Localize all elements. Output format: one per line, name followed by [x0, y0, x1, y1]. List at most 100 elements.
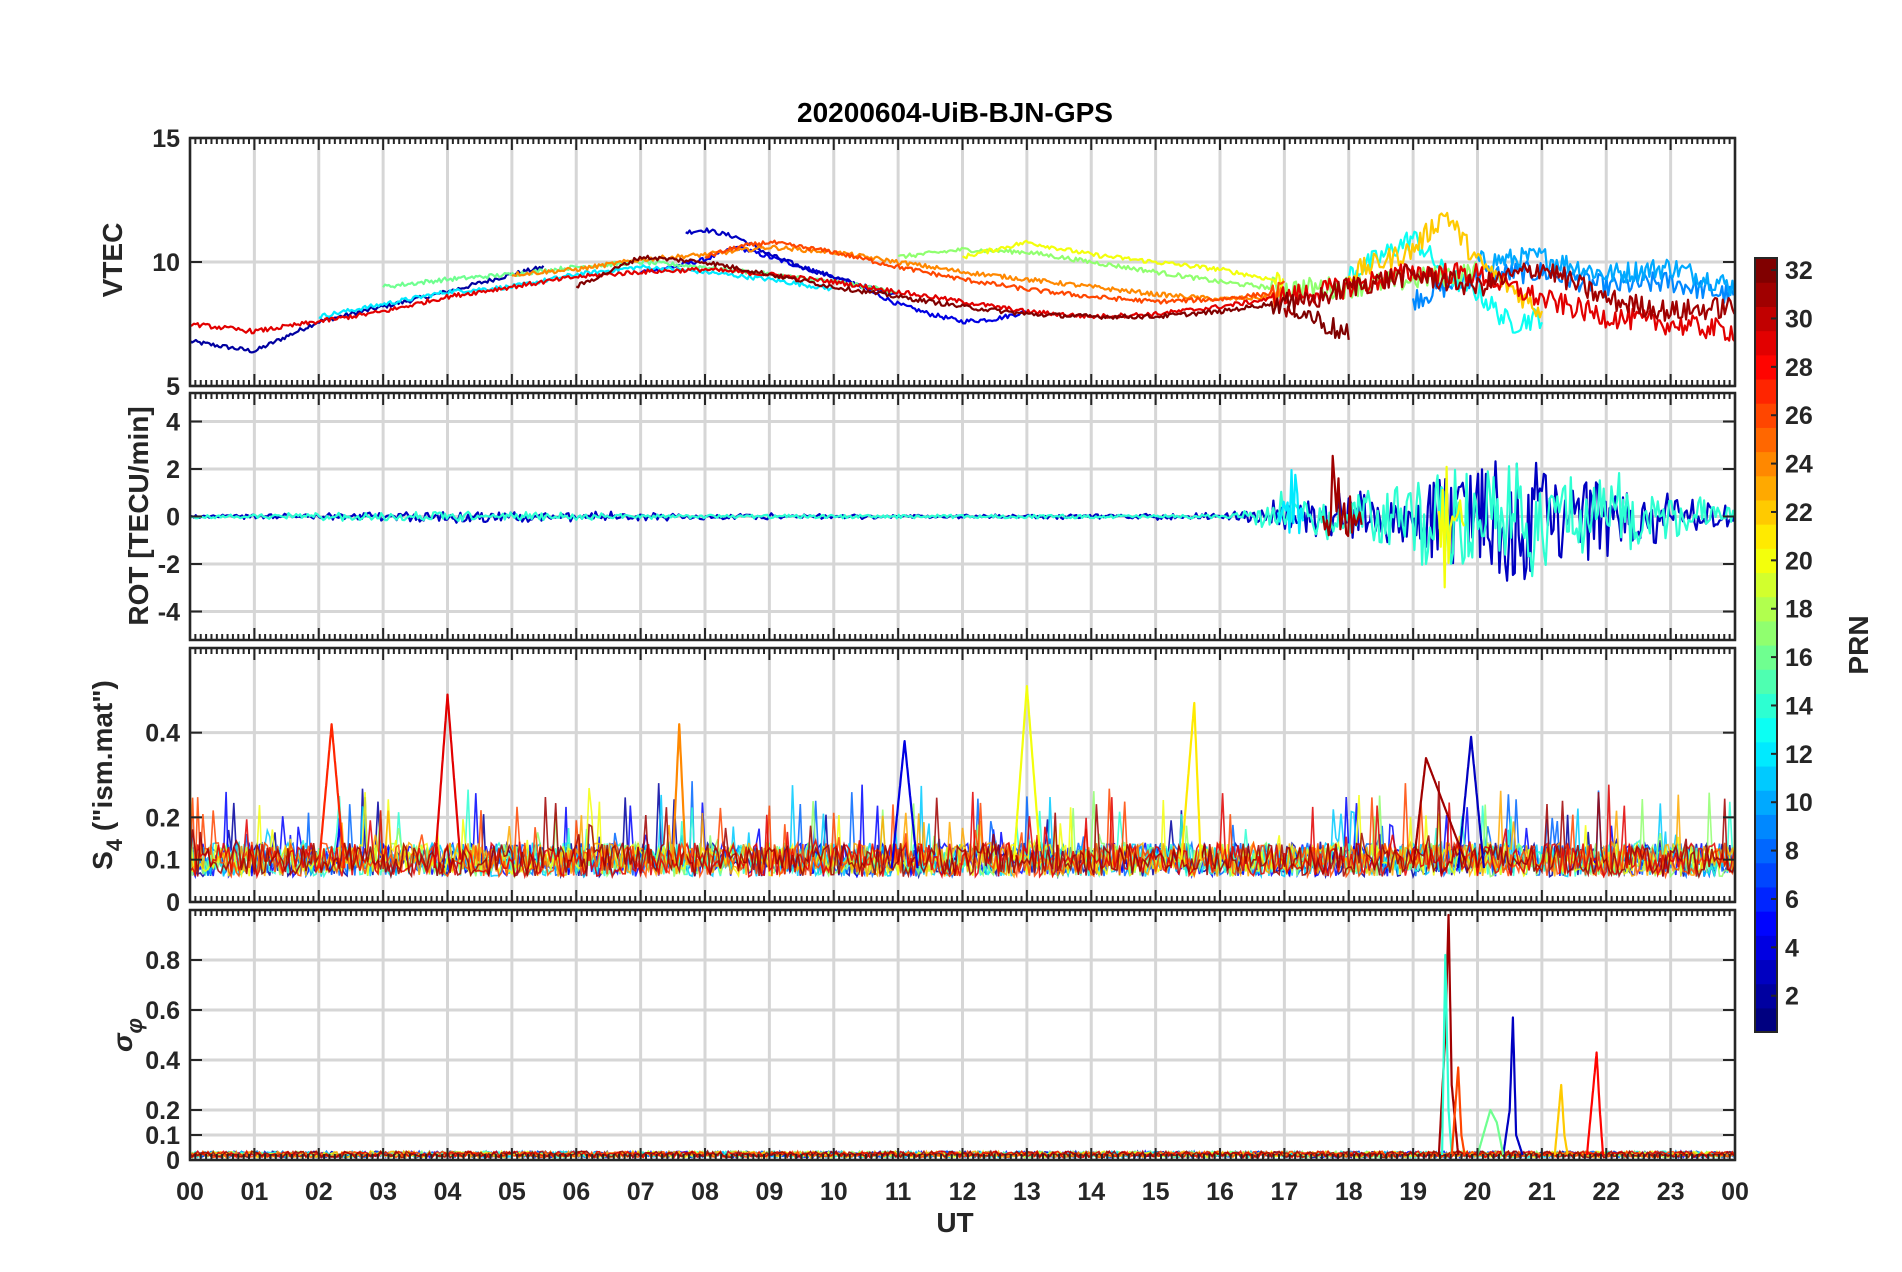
- series-line-prn-20: [1012, 685, 1041, 860]
- series-line-prn-26: [1450, 1066, 1466, 1156]
- colorbar-tick-label: 16: [1785, 644, 1813, 672]
- x-tick-label: 00: [176, 1178, 204, 1206]
- panel-rot: -4 -2 0 2 4 ROT [TECU/min]: [123, 391, 1737, 642]
- colorbar-swatch: [1755, 1007, 1777, 1033]
- colorbar-tick-label: 32: [1785, 257, 1813, 285]
- colorbar-swatch: [1755, 378, 1777, 404]
- series-line-prn-31: [1412, 757, 1466, 869]
- colorbar-swatch: [1755, 693, 1777, 719]
- series-line-prn-29: [433, 693, 462, 869]
- x-tick-label: 18: [1335, 1178, 1363, 1206]
- series-line-prn-32: [575, 254, 1350, 341]
- colorbar-tick-label: 2: [1785, 983, 1799, 1011]
- colorbar-swatch: [1755, 306, 1777, 332]
- y-tick-label: 0.2: [145, 804, 180, 832]
- x-tick-label: 07: [627, 1178, 655, 1206]
- colorbar-swatch: [1755, 548, 1777, 574]
- colorbar-swatch: [1755, 935, 1777, 961]
- y-tick-label: 0.1: [145, 1122, 180, 1150]
- colorbar-swatch: [1755, 524, 1777, 549]
- x-tick-label: 02: [305, 1178, 333, 1206]
- x-tick-label: 10: [820, 1178, 848, 1206]
- y-tick-label: 0.4: [145, 1047, 180, 1075]
- series-line-prn-14: [190, 462, 1735, 578]
- series-line-prn-31: [1321, 454, 1363, 538]
- colorbar-tick-label: 22: [1785, 499, 1813, 527]
- chart-title: 20200604-UiB-BJN-GPS: [797, 97, 1113, 128]
- y-tick-label: 0: [166, 889, 180, 917]
- x-tick-label: 00: [1721, 1178, 1749, 1206]
- colorbar-label: PRN: [1843, 615, 1874, 674]
- colorbar-tick-label: 20: [1785, 547, 1813, 575]
- series-line-prn-20: [962, 239, 1285, 292]
- y-axis-label-sigma_phi: σφ: [107, 1018, 147, 1052]
- x-tick-label: 06: [562, 1178, 590, 1206]
- colorbar-tick-label: 14: [1785, 692, 1813, 720]
- series-line-prn-14: [1441, 953, 1453, 1156]
- x-tick-label: 23: [1657, 1178, 1685, 1206]
- colorbar-swatch: [1755, 669, 1777, 694]
- series-line-prn-12: [318, 264, 834, 319]
- x-tick-label: 09: [755, 1178, 783, 1206]
- colorbar-tick-label: 6: [1785, 886, 1799, 914]
- x-tick-label: 16: [1206, 1178, 1234, 1206]
- colorbar-swatch: [1755, 475, 1777, 501]
- colorbar-swatch: [1755, 645, 1777, 670]
- x-tick-label: 01: [240, 1178, 268, 1206]
- series-line-prn-10: [1476, 247, 1735, 297]
- series-group: [190, 685, 1735, 880]
- series-line-prn-27: [317, 723, 346, 869]
- x-tick-label: 05: [498, 1178, 526, 1206]
- colorbar-swatch: [1755, 886, 1777, 912]
- colorbar-swatch: [1755, 403, 1777, 428]
- x-axis-label: UT: [936, 1207, 973, 1238]
- colorbar-tick-label: 8: [1785, 838, 1799, 866]
- x-tick-label: 20: [1464, 1178, 1492, 1206]
- series-line-prn-20: [1437, 465, 1466, 589]
- colorbar-tick-label: 28: [1785, 354, 1813, 382]
- colorbar-swatch: [1755, 354, 1777, 380]
- colorbar-swatch: [1755, 620, 1777, 646]
- x-tick-label: 21: [1528, 1178, 1556, 1206]
- colorbar-swatch: [1755, 741, 1777, 767]
- colorbar-tick-label: 18: [1785, 596, 1813, 624]
- y-tick-label: 0.8: [145, 947, 180, 975]
- colorbar-swatch: [1755, 282, 1777, 307]
- panel-sigma_phi: 00.10.2 0.4 0.6 0.8 σφ: [107, 908, 1737, 1175]
- colorbar-tick-label: 4: [1785, 934, 1799, 962]
- trace-prn-20: [190, 784, 1735, 879]
- colorbar-swatch: [1755, 790, 1777, 815]
- series-group: [190, 454, 1735, 589]
- colorbar-tick-label: 26: [1785, 402, 1813, 430]
- y-tick-label: 0: [166, 1147, 180, 1175]
- series-line-prn-26: [704, 239, 1286, 305]
- y-tick-label: 5: [166, 373, 180, 401]
- series-line-prn-3: [1457, 735, 1485, 869]
- x-tick-label: 19: [1399, 1178, 1427, 1206]
- y-tick-label: 15: [152, 125, 180, 153]
- x-tick-label: 22: [1592, 1178, 1620, 1206]
- series-line-prn-16: [382, 259, 897, 294]
- series-line-prn-3: [1502, 1016, 1524, 1156]
- series-line-prn-21: [1180, 701, 1202, 860]
- trace-prn-29: [190, 784, 1735, 880]
- series-line-prn-31: [1283, 262, 1735, 322]
- series-line-prn-4: [890, 740, 919, 869]
- series-line-prn-24: [511, 244, 1286, 308]
- colorbar-frame: [1754, 257, 1778, 1033]
- x-tick-label: 03: [369, 1178, 397, 1206]
- colorbar-tick-label: 30: [1785, 305, 1813, 333]
- colorbar-swatch: [1755, 451, 1777, 477]
- panel-vtec: 5 10 15 VTEC: [97, 125, 1737, 401]
- colorbar-swatch: [1755, 427, 1777, 453]
- series-group: [190, 211, 1735, 354]
- x-tick-label: 04: [434, 1178, 462, 1206]
- trace-prn-31: [190, 781, 1735, 880]
- y-tick-label: 2: [166, 456, 180, 484]
- series-line-prn-16: [1476, 1108, 1505, 1156]
- x-tick-label: 14: [1077, 1178, 1105, 1206]
- colorbar-swatch: [1755, 596, 1777, 622]
- series-line-prn-24: [671, 723, 687, 860]
